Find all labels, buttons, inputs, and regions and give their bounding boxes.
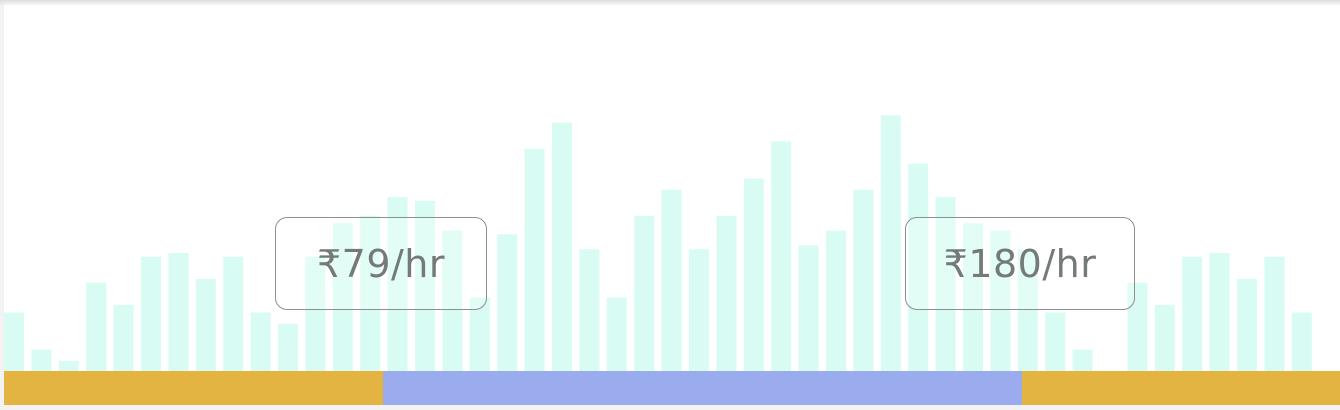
histogram-bar xyxy=(798,245,819,372)
histogram-bar xyxy=(469,297,490,372)
histogram-bar xyxy=(853,189,874,372)
top-shadow xyxy=(0,0,1340,6)
histogram-bar xyxy=(771,141,792,372)
histogram-bar xyxy=(442,230,463,372)
histogram-bar xyxy=(250,312,271,372)
histogram-bar xyxy=(113,305,134,372)
histogram-bar xyxy=(1072,349,1093,372)
histogram-bar xyxy=(168,252,189,372)
histogram-bar xyxy=(935,197,956,372)
histogram-bar xyxy=(552,122,572,372)
histogram-bar xyxy=(332,223,353,372)
histogram-bar xyxy=(908,163,929,372)
min-price-label[interactable]: ₹79/hr xyxy=(275,217,487,310)
histogram-bar xyxy=(360,215,381,372)
histogram-bar xyxy=(1291,312,1312,372)
histogram-bar xyxy=(278,323,298,372)
histogram-bar xyxy=(716,215,737,372)
histogram-bar xyxy=(1237,279,1257,372)
range-track-right[interactable] xyxy=(1022,371,1340,405)
histogram-bar xyxy=(689,249,709,372)
histogram-bar xyxy=(606,297,627,372)
range-track-left[interactable] xyxy=(4,371,384,405)
histogram-bar xyxy=(31,349,52,372)
histogram-bar xyxy=(497,234,518,372)
histogram-bar xyxy=(634,215,655,372)
histogram-bar xyxy=(387,197,408,372)
max-price-label[interactable]: ₹180/hr xyxy=(905,217,1135,310)
range-track-selected[interactable] xyxy=(383,371,1023,405)
histogram-bar xyxy=(524,148,545,372)
histogram-bar xyxy=(1182,256,1203,372)
histogram-bar xyxy=(223,256,244,372)
histogram-bar xyxy=(4,312,24,372)
histogram-bar xyxy=(826,230,846,372)
histogram-bar xyxy=(661,189,682,372)
histogram-bar xyxy=(1017,249,1038,372)
histogram-bar xyxy=(1154,305,1175,372)
histogram-bar xyxy=(195,279,216,372)
histogram-bar xyxy=(415,200,435,372)
histogram-bar xyxy=(141,256,161,372)
histogram-bar xyxy=(58,360,79,372)
histogram-bar xyxy=(990,230,1011,372)
histogram-bar xyxy=(305,256,326,372)
histogram-bar xyxy=(1264,256,1285,372)
histogram-bar xyxy=(86,282,107,372)
price-histogram xyxy=(4,115,1312,372)
histogram-bar xyxy=(880,115,901,372)
histogram-bar xyxy=(1209,252,1230,372)
histogram-bar xyxy=(963,223,983,372)
histogram-bar xyxy=(1045,312,1066,372)
histogram-bar xyxy=(579,249,600,372)
histogram-bar xyxy=(743,178,764,372)
